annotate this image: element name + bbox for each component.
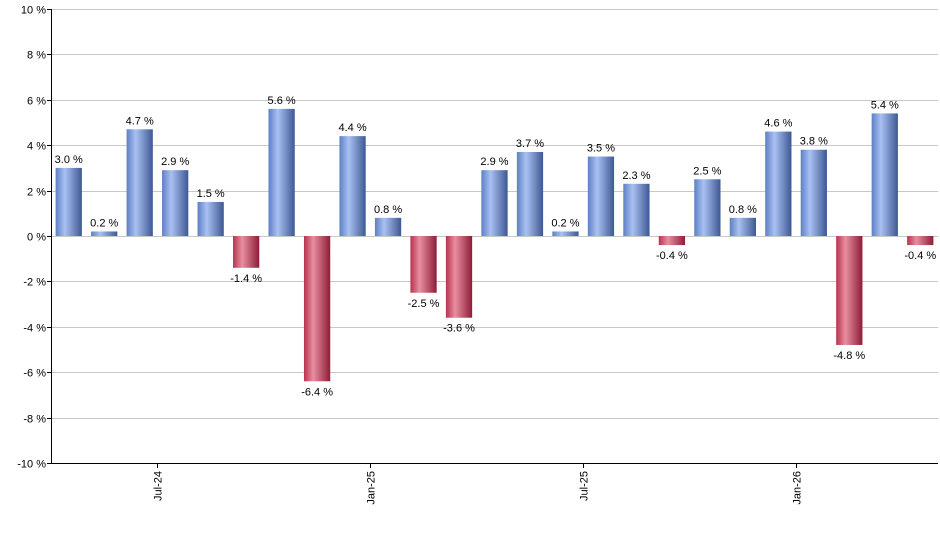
data-label: 2.3 % (622, 170, 650, 182)
data-label: -0.4 % (656, 250, 688, 262)
y-tick-label: 8 % (27, 50, 46, 62)
data-label: 2.5 % (693, 165, 721, 177)
bar (233, 236, 260, 268)
y-tick-label: 4 % (27, 141, 46, 153)
data-label: 3.7 % (516, 138, 544, 150)
bar (55, 167, 82, 236)
bar (162, 170, 189, 236)
bar (445, 236, 473, 318)
x-tick-label: Jul-25 (579, 471, 591, 501)
bar (587, 156, 615, 236)
y-tick-label: 0 % (27, 232, 46, 244)
data-label: 0.8 % (374, 204, 402, 216)
y-tick-label: 10 % (21, 5, 46, 17)
bar (800, 149, 827, 236)
grid-lines (47, 9, 938, 464)
x-tick-label: Jan-25 (366, 471, 378, 505)
bar (907, 236, 934, 246)
bars (55, 108, 934, 382)
data-label: 3.5 % (587, 143, 615, 155)
bar (871, 113, 898, 236)
data-label: -1.4 % (230, 273, 262, 285)
y-tick-label: -10 % (17, 459, 46, 471)
bar (410, 236, 437, 293)
data-label: 1.5 % (197, 188, 225, 200)
data-label: 2.9 % (480, 156, 508, 168)
bar (303, 236, 331, 382)
data-label: 0.2 % (90, 217, 118, 229)
data-label: -3.6 % (443, 323, 475, 335)
x-tick-label: Jan-26 (792, 471, 804, 505)
x-tick-label: Jul-24 (153, 471, 165, 501)
data-label: 4.7 % (126, 115, 154, 127)
bar (268, 108, 295, 236)
y-tick-label: -6 % (23, 368, 46, 380)
data-label: 3.0 % (55, 154, 83, 166)
data-label: -6.4 % (301, 386, 333, 398)
x-axis-tick-labels: Jul-24 Jan-25 Jul-25 Jan-26 (153, 463, 804, 505)
y-tick-label: 6 % (27, 96, 46, 108)
y-tick-label: -4 % (23, 323, 46, 335)
data-label: -0.4 % (904, 250, 936, 262)
bar (339, 136, 366, 236)
bar (658, 236, 686, 246)
data-label: 4.6 % (764, 118, 792, 130)
data-label: 2.9 % (161, 156, 189, 168)
data-label: 4.4 % (339, 122, 367, 134)
bar (91, 231, 118, 236)
y-tick-label: 2 % (27, 187, 46, 199)
data-label: -2.5 % (408, 298, 440, 310)
bar (765, 131, 792, 236)
axes (51, 9, 938, 464)
data-label: 3.8 % (800, 136, 828, 148)
bar (836, 236, 863, 345)
y-axis-tick-labels: 10 % 8 % 6 % 4 % 2 % 0 % -2 % -4 % -6 % -8 % -10 % (17, 5, 46, 471)
bar (516, 152, 544, 236)
bar (374, 217, 402, 236)
bar (197, 201, 224, 236)
data-label: 5.6 % (268, 95, 296, 107)
bar (481, 170, 508, 236)
data-label: -4.8 % (833, 350, 865, 362)
bar (126, 129, 153, 236)
bar (623, 183, 650, 236)
data-label: 5.4 % (871, 99, 899, 111)
data-label: 0.2 % (551, 217, 579, 229)
y-tick-label: -2 % (23, 277, 46, 289)
bar (552, 231, 579, 236)
bar (694, 179, 721, 236)
y-tick-label: -8 % (23, 414, 46, 426)
data-label: 0.8 % (729, 204, 757, 216)
bar (729, 217, 756, 236)
data-labels: 3.0 % 0.2 % 4.7 % 2.9 % 1.5 % -1.4 % 5.6 % -6.4… (55, 95, 937, 398)
